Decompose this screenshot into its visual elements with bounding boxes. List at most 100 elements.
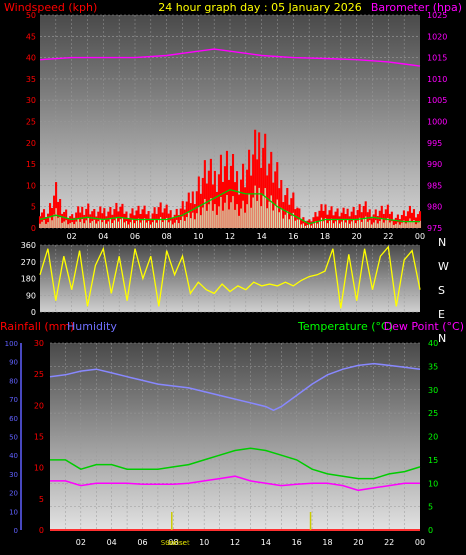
rainfall-tick-label: 0 (39, 526, 44, 535)
direction-tick-label: 90 (26, 291, 36, 300)
chart-title: 24 hour graph day : 05 January 2026 (158, 1, 362, 14)
direction-tick-label: 270 (21, 258, 36, 267)
humidity-line (49, 362, 421, 412)
hour-tick-label: 08 (162, 232, 172, 241)
hour-tick-label: 00 (415, 232, 425, 241)
dewpoint-axis-title: Dew Point (°C) (384, 320, 464, 333)
barometer-tick-label: 985 (427, 181, 442, 190)
hour-tick-label: 14 (261, 538, 271, 547)
windspeed-tick-label: 5 (31, 203, 36, 212)
humidity-tick-label: 60 (9, 415, 18, 423)
windspeed-tick-label: 20 (26, 139, 36, 148)
hour-tick-label: 12 (225, 232, 235, 241)
hour-tick-label: 00 (415, 538, 425, 547)
temp-humidity-grid (50, 342, 420, 531)
direction-tick-label: 360 (21, 241, 36, 250)
humidity-tick-label: 100 (5, 340, 18, 348)
windspeed-tick-label: 0 (31, 224, 36, 233)
windspeed-tick-label: 35 (26, 75, 36, 84)
humidity-tick-label: 50 (9, 434, 18, 442)
humidity-tick-label: 20 (9, 490, 18, 498)
hour-tick-label: 16 (288, 232, 298, 241)
barometer-tick-label: 1010 (427, 75, 447, 84)
temperature-tick-label: 30 (428, 386, 438, 395)
barometer-tick-label: 980 (427, 203, 442, 212)
humidity-tick-label: 30 (9, 471, 18, 479)
humidity-tick-label: 10 (9, 508, 18, 516)
windspeed-axis-title: Windspeed (kph) (4, 1, 97, 14)
wind-direction-marks (39, 245, 421, 309)
barometer-line (39, 48, 421, 67)
rainfall-tick-label: 10 (34, 464, 44, 473)
temperature-tick-label: 40 (428, 339, 438, 348)
humidity-tick-label: 40 (9, 452, 18, 460)
hour-tick-label: 10 (193, 232, 203, 241)
temp-humidity-marks (49, 362, 421, 531)
barometer-tick-label: 995 (427, 139, 442, 148)
hour-tick-label: 18 (322, 538, 332, 547)
hour-tick-label: 04 (107, 538, 117, 547)
rainfall-axis-title: Rainfall (mm) (0, 320, 74, 333)
barometer-tick-label: 1015 (427, 54, 447, 63)
compass-label: N (438, 332, 446, 345)
humidity-tick-label: 70 (9, 396, 18, 404)
barometer-tick-label: 1000 (427, 118, 447, 127)
windspeed-tick-label: 50 (26, 11, 36, 20)
humidity-tick-label: 80 (9, 377, 18, 385)
rainfall-tick-label: 25 (34, 370, 44, 379)
barometer-tick-label: 990 (427, 160, 442, 169)
humidity-tick-label: 90 (9, 359, 18, 367)
temperature-tick-label: 0 (428, 526, 433, 535)
hour-tick-label: 08 (168, 538, 178, 547)
hour-tick-label: 02 (76, 538, 86, 547)
temperature-tick-label: 15 (428, 456, 438, 465)
temperature-axis-title: Temperature (°C) (297, 320, 393, 333)
hour-tick-label: 10 (199, 538, 209, 547)
avg-wind-line (39, 189, 420, 225)
barometer-tick-label: 975 (427, 224, 442, 233)
barometer-axis-title: Barometer (hpa) (371, 1, 462, 14)
windspeed-tick-label: 15 (26, 160, 36, 169)
rainfall-tick-label: 15 (34, 433, 44, 442)
hour-tick-label: 04 (98, 232, 108, 241)
barometer-tick-label: 1025 (427, 11, 447, 20)
hour-tick-label: 18 (320, 232, 330, 241)
sunrise-label: Sunrise (161, 539, 187, 547)
hour-tick-label: 22 (384, 538, 394, 547)
rainfall-tick-label: 20 (34, 401, 44, 410)
windspeed-tick-label: 45 (26, 32, 36, 41)
hour-tick-label: 06 (137, 538, 147, 547)
compass-label: S (438, 284, 445, 297)
sunset-label: Sunset (166, 539, 190, 547)
temperature-tick-label: 5 (428, 503, 433, 512)
hour-tick-label: 12 (230, 538, 240, 547)
wind-direction-line (39, 245, 421, 309)
humidity-tick-label: 0 (14, 527, 18, 535)
dewpoint-line (50, 475, 420, 492)
hour-tick-label: 20 (352, 232, 362, 241)
direction-tick-label: 180 (21, 275, 36, 284)
temp-humidity-axes: 0510152025303540010203040506070809010005… (5, 339, 439, 547)
temperature-tick-label: 20 (428, 433, 438, 442)
temperature-line (50, 447, 421, 480)
hour-tick-label: 22 (383, 232, 393, 241)
compass-label: E (438, 308, 445, 321)
windspeed-tick-label: 10 (26, 181, 36, 190)
hour-tick-label: 14 (257, 232, 267, 241)
hour-tick-label: 06 (130, 232, 140, 241)
direction-tick-label: 0 (31, 308, 36, 317)
barometer-tick-label: 1020 (427, 32, 447, 41)
temperature-tick-label: 35 (428, 362, 438, 371)
wind-direction-grid (40, 244, 420, 313)
temperature-tick-label: 25 (428, 409, 438, 418)
humidity-axis-title: Humidity (67, 320, 117, 333)
rainfall-tick-label: 30 (34, 339, 44, 348)
hour-tick-label: 20 (353, 538, 363, 547)
wind-pressure-marks (38, 48, 422, 228)
compass-label: N (438, 236, 446, 249)
windspeed-tick-label: 25 (26, 118, 36, 127)
windspeed-tick-label: 40 (26, 54, 36, 63)
